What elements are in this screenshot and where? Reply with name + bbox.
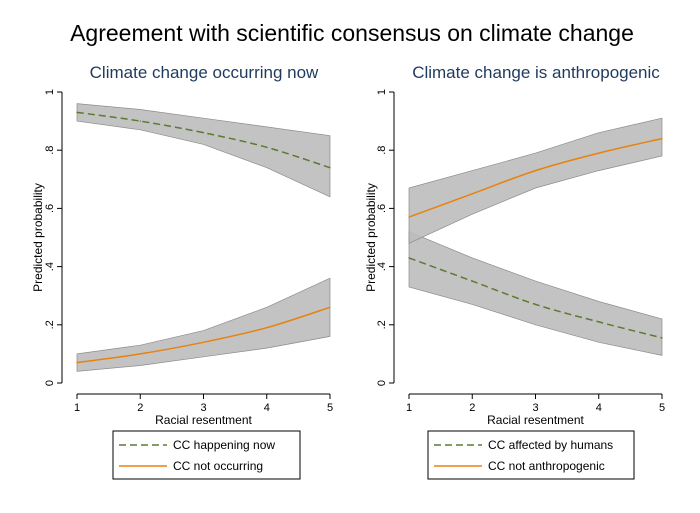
- legend-label-2: CC not anthropogenic: [488, 459, 605, 473]
- data-point: [266, 327, 268, 329]
- y-tick-label: .8: [44, 146, 56, 155]
- data-point: [329, 306, 331, 308]
- data-point: [661, 138, 663, 140]
- x-axis-label: Racial resentment: [155, 413, 252, 427]
- data-point: [202, 341, 205, 343]
- legend: CC happening now CC not occurring: [112, 430, 301, 480]
- y-tick-label: .4: [376, 262, 388, 271]
- x-tick-label: 5: [327, 402, 333, 414]
- legend-label-2: CC not occurring: [173, 459, 263, 473]
- y-tick-label: 1: [376, 89, 388, 95]
- y-tick-label: .8: [376, 146, 388, 155]
- data-point: [76, 362, 78, 364]
- y-tick-label: .6: [44, 204, 56, 213]
- data-point: [76, 111, 78, 113]
- x-tick-label: 5: [659, 402, 665, 414]
- data-point: [139, 120, 141, 122]
- x-tick-label: 3: [200, 402, 206, 414]
- data-point: [408, 216, 410, 218]
- x-axis-label: Racial resentment: [487, 413, 584, 427]
- y-tick-label: .4: [44, 262, 56, 271]
- data-point: [471, 193, 473, 195]
- series-line-1: [76, 111, 331, 169]
- data-point: [139, 353, 141, 355]
- data-point: [408, 257, 410, 259]
- confidence-band-1: [408, 231, 663, 356]
- y-tick-label: .2: [44, 320, 56, 329]
- legend-box: [112, 430, 301, 480]
- panel-title: Climate change occurring now: [90, 63, 319, 82]
- data-point: [598, 152, 600, 154]
- data-point: [534, 303, 537, 305]
- legend-label-1: CC affected by humans: [488, 438, 613, 452]
- x-tick-label: 1: [406, 402, 412, 414]
- confidence-band-2: [408, 117, 663, 244]
- x-tick-label: 4: [264, 402, 270, 414]
- x-tick-label: 4: [596, 402, 602, 414]
- y-tick-label: 1: [44, 89, 56, 95]
- data-point: [661, 337, 663, 339]
- y-tick-label: .6: [376, 204, 388, 213]
- data-point: [471, 280, 473, 282]
- y-tick-label: 0: [376, 380, 388, 386]
- x-tick-label: 3: [532, 402, 538, 414]
- data-point: [266, 146, 268, 148]
- y-axis-label: Predicted probability: [364, 183, 378, 292]
- legend-label-1: CC happening now: [173, 438, 275, 452]
- x-tick-label: 1: [74, 402, 80, 414]
- y-tick-label: 0: [44, 380, 56, 386]
- confidence-band-2: [76, 277, 331, 372]
- legend: CC affected by humans CC not anthropogeni…: [427, 430, 635, 480]
- panels: Climate change occurring now 0 .2 .4 .6 .8 1 Pr…: [31, 63, 665, 480]
- chart-panel-1: Climate change occurring now 0 .2 .4 .6 .8 1 Pr…: [31, 63, 333, 480]
- data-point: [534, 170, 537, 172]
- y-axis-label: Predicted probability: [31, 183, 45, 292]
- data-point: [202, 132, 205, 134]
- y-tick-label: .2: [376, 320, 388, 329]
- x-tick-label: 2: [469, 402, 475, 414]
- data-point: [598, 321, 600, 323]
- chart-panel-2: Climate change is anthropogenic 0 .2 .4 .6 .8…: [364, 63, 665, 480]
- data-point: [329, 167, 331, 169]
- legend-box: [427, 430, 635, 480]
- figure-title: Agreement with scientific consensus on c…: [70, 20, 634, 46]
- panel-title: Climate change is anthropogenic: [412, 63, 660, 82]
- confidence-band-1: [76, 103, 331, 198]
- x-tick-label: 2: [137, 402, 143, 414]
